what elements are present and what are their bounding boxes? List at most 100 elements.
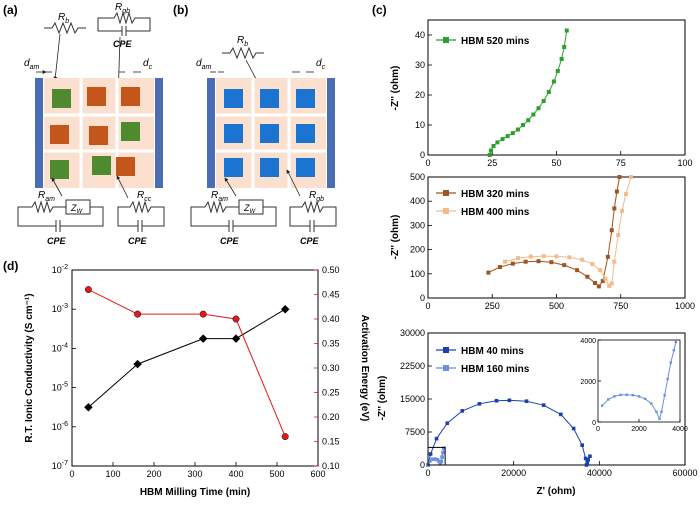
d-y2-tick-label: 0.15 (322, 437, 340, 447)
c2-series-320-legend-label: HBM 320 mins (461, 189, 530, 200)
c3-inset-series-point (666, 377, 669, 381)
c3-inset-series-point (663, 394, 666, 397)
y-tick-label: 300 (410, 220, 425, 230)
c3-series-160-point (440, 455, 444, 459)
c1-series-520-point (555, 69, 560, 73)
y-tick-label: 100 (410, 269, 425, 279)
panel-a-ram-label: Ram (38, 190, 55, 203)
c3-series-160-point (427, 459, 432, 463)
c3-inset-y-tick-label: 4000 (580, 338, 596, 345)
c3-inset-series-point (613, 395, 616, 398)
grain (224, 158, 243, 177)
d-y-tick-label: 10-6 (52, 421, 68, 432)
c1-series-520-point (526, 118, 531, 123)
panel-b-dc-label: dc (316, 58, 326, 71)
d-y2-tick-label: 0.50 (322, 265, 340, 275)
c3-series-40-point (586, 457, 590, 462)
c3-series-40-point (428, 452, 433, 456)
c3-series-40-point (571, 426, 576, 431)
chart-d: 0 100 200 300 400 500 600 HBM Milling Time (min… (24, 264, 370, 498)
panel-b-ram-label: Ram (211, 190, 228, 203)
left-electrode (207, 78, 215, 188)
d-y2-tick-label: 0.45 (322, 290, 340, 300)
c3-series-40-legend-marker (443, 347, 449, 353)
grain (89, 126, 108, 145)
c2-series-400-point (629, 175, 634, 179)
c3-inset-series-point (650, 402, 653, 405)
c2-series-400-point (612, 259, 617, 264)
panel-a-cpe-right-label: CPE (128, 236, 148, 246)
d-y2-tick-label: 0.25 (322, 388, 340, 398)
grain (52, 89, 71, 108)
grain (260, 158, 279, 177)
panel-a-zw-label: ZW (70, 203, 84, 215)
grain (260, 89, 279, 108)
panel-a-rb-label: Rb (58, 12, 69, 25)
c2-series-320-point (549, 260, 554, 265)
c3-series-40-line (427, 399, 591, 467)
c2-series-320-point (562, 263, 567, 268)
y-tick-label: 400 (410, 196, 425, 206)
panel-a: (a) Rb Rgb CPE dam dc (3, 2, 165, 246)
d-y-tick-label: 10-2 (52, 264, 68, 275)
c3-series-40-point (477, 402, 482, 406)
y-tick-label: 30 (415, 60, 425, 70)
y-tick-label: 30000 (400, 328, 425, 338)
panel-b-rb-label: Rb (237, 35, 248, 48)
c3-series-40-point (585, 461, 590, 466)
panel-d-label: (d) (3, 259, 18, 273)
c2-series-320-point (486, 270, 491, 275)
c2-series-320-point (596, 284, 601, 289)
x-tick-label: 40000 (587, 468, 612, 478)
x-tick-label: 400 (228, 469, 243, 479)
c1-series-520-point (541, 99, 546, 103)
panel-a-rgb-label: Rgb (115, 2, 130, 15)
c2-series-320-point (497, 265, 502, 270)
c3-x-axis-label: Z' (ohm) (536, 486, 575, 497)
panel-d: (d) 0 100 200 300 400 500 600 HBM Milling Time … (3, 259, 370, 498)
grain (224, 89, 243, 108)
panel-b-cpe-right-label: CPE (300, 236, 320, 246)
d-y-tick-label: 10-5 (52, 382, 68, 393)
x-tick-label: 100 (105, 469, 120, 479)
d-activation-point (232, 315, 240, 323)
c3-inset-series-point (607, 398, 610, 401)
c3-series-160-legend-marker (443, 365, 449, 371)
c2-series-400-point (503, 259, 508, 264)
c2-series-320-point (593, 280, 598, 285)
c1-series-520-point (491, 144, 496, 148)
c1-series-520-point (495, 140, 500, 145)
chart-c1: 0 25 50 75 100 0 10 20 30 40 -Z'' (ohm) HBM 520 min… (390, 19, 693, 168)
y-tick-label: 0 (420, 293, 425, 303)
d-conductivity-point (84, 402, 93, 412)
c3-inset-series-point (672, 349, 676, 352)
c2-series-400-legend-marker (443, 208, 449, 214)
c2-series-320-legend-marker (443, 190, 449, 196)
c1-series-520-point (531, 112, 536, 117)
c1-series-520-point (488, 148, 493, 153)
x-tick-label: 250 (485, 301, 500, 311)
panel-a-rcc-label: Rcc (137, 190, 152, 203)
c3-series-40-point (558, 412, 563, 417)
x-tick-label: 100 (677, 158, 692, 168)
x-tick-label: 25 (487, 158, 497, 168)
c2-series-400-point (609, 281, 614, 286)
grain (296, 158, 315, 177)
panel-a-rgb-circuit: Rgb CPE (97, 2, 151, 101)
grain (50, 125, 69, 144)
grain (50, 160, 69, 179)
c3-series-40-point (541, 403, 546, 407)
panel-a-dc-label: dc (143, 58, 153, 71)
grain (296, 124, 315, 143)
d-conductivity-point (133, 359, 142, 369)
x-tick-label: 0 (69, 469, 74, 479)
c2-series-400-point (541, 254, 546, 259)
c1-series-520-point (515, 127, 520, 132)
c2-series-400-point (528, 254, 533, 259)
d-y-axis-label: R.T. Ionic Conductivity (S cm⁻¹) (24, 293, 35, 442)
d-activation-point (134, 310, 142, 318)
c2-series-400-legend-label: HBM 400 mins (461, 207, 530, 218)
panel-b: (b) Rb dam dc Ram ZW CPE (173, 3, 337, 246)
